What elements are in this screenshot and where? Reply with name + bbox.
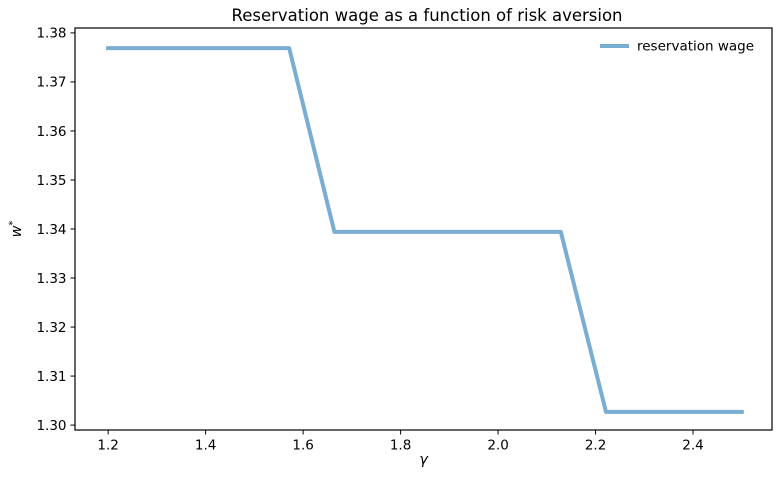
x-tick-label: 2.4 [682,438,703,454]
x-axis-ticks: 1.2 1.4 1.6 1.8 2.0 2.2 2.4 [97,430,704,454]
chart-title: Reservation wage as a function of risk a… [231,6,622,25]
y-axis-ticks: 1.30 1.31 1.32 1.33 1.34 1.35 1.36 1.37 1.38 [36,26,75,434]
y-tick-label: 1.33 [36,271,66,287]
legend: reservation wage [600,39,754,55]
y-tick-label: 1.34 [36,222,66,238]
x-tick-label: 2.2 [585,438,606,454]
x-tick-label: 1.2 [97,438,118,454]
y-axis-label: w* [8,221,26,238]
x-tick-label: 2.0 [487,438,508,454]
y-axis-label-superscript: * [8,221,19,226]
y-tick-label: 1.37 [36,75,66,91]
reservation-wage-line [106,46,744,414]
x-tick-label: 1.8 [390,438,411,454]
y-tick-label: 1.36 [36,124,66,140]
plot-area-frame [74,27,773,431]
x-tick-label: 1.4 [195,438,216,454]
x-tick-label: 1.6 [292,438,313,454]
y-tick-label: 1.32 [36,320,66,336]
legend-label: reservation wage [637,39,754,55]
x-axis-label: γ [419,452,429,468]
y-tick-label: 1.35 [36,173,66,189]
y-tick-label: 1.38 [36,26,66,42]
y-tick-label: 1.31 [36,369,66,385]
y-tick-label: 1.30 [36,418,66,434]
y-axis-label-base: w [9,225,25,237]
